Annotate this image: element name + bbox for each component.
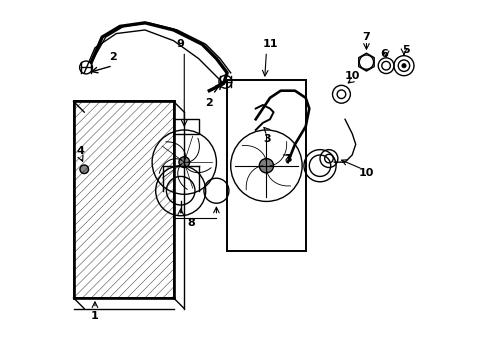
- Circle shape: [402, 64, 406, 68]
- Text: 5: 5: [402, 45, 410, 55]
- Text: 9: 9: [177, 39, 185, 49]
- Bar: [74, 102, 173, 298]
- Text: 10: 10: [344, 71, 360, 81]
- Circle shape: [179, 157, 190, 167]
- Text: 10: 10: [359, 168, 374, 178]
- Text: 8: 8: [188, 218, 196, 228]
- Text: 4: 4: [77, 147, 85, 157]
- Text: 2: 2: [205, 98, 213, 108]
- Circle shape: [259, 158, 273, 173]
- Bar: [227, 80, 306, 251]
- Bar: [173, 119, 198, 134]
- Text: 11: 11: [262, 39, 278, 49]
- Text: 3: 3: [263, 134, 270, 144]
- Text: 2: 2: [109, 52, 117, 62]
- Text: 6: 6: [380, 49, 388, 59]
- Text: 1: 1: [91, 311, 99, 321]
- Circle shape: [80, 165, 89, 174]
- Text: 3: 3: [284, 154, 292, 163]
- Text: 7: 7: [363, 32, 370, 42]
